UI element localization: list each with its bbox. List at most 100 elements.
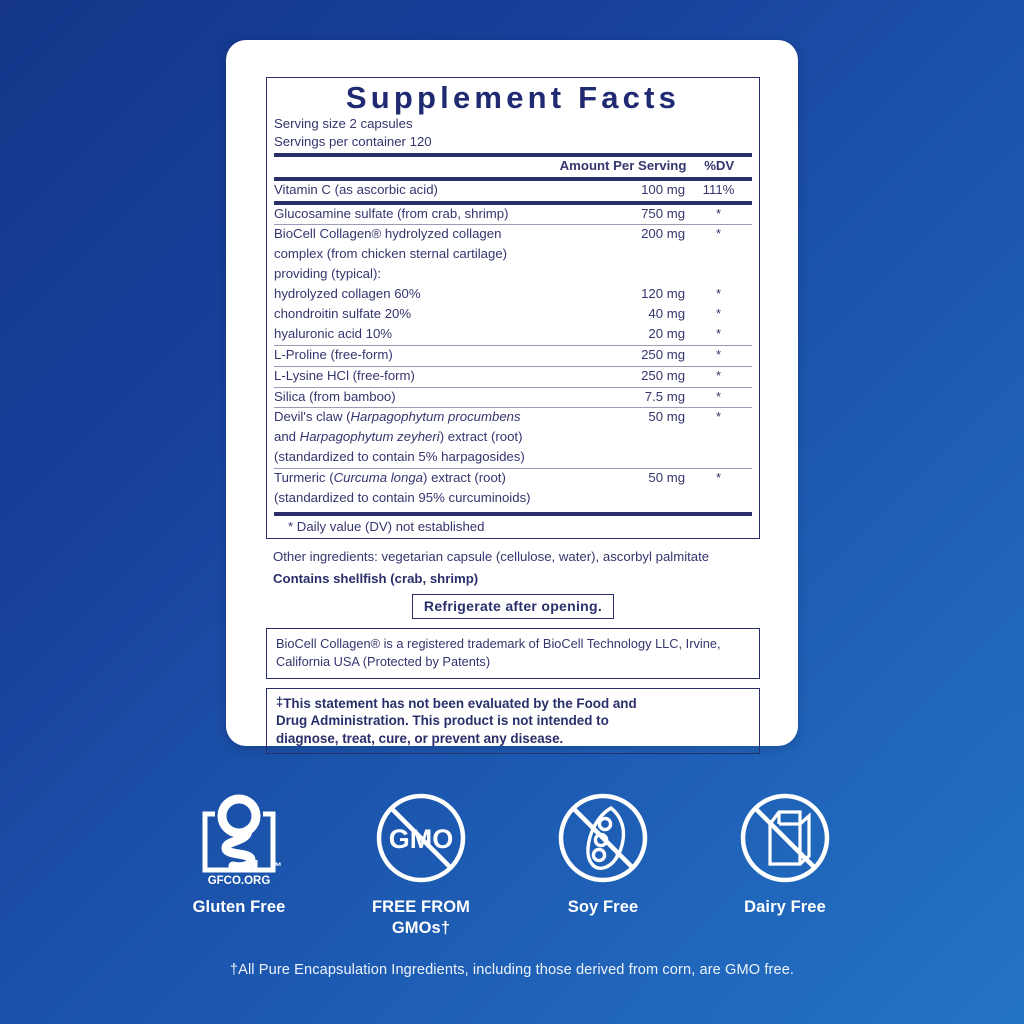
table-row: hyaluronic acid 10% 20 mg * [274,325,752,345]
row-name: chondroitin sulfate 20% [274,306,412,322]
badge-label-soy-free: Soy Free [567,898,639,916]
row-dv: * [685,344,752,367]
row-amount [570,245,685,265]
servings-per-container: Servings per container 120 [274,133,432,149]
table-row: L-Lysine HCl (free-form) 250 mg * [274,365,752,388]
no-dairy-icon [737,790,833,886]
dv-footnote: * Daily value (DV) not established [288,518,485,534]
row-name: Vitamin C (as ascorbic acid) [274,181,438,197]
rule-above-header [274,152,752,157]
row-dv: * [716,325,722,341]
supplement-facts-table: Supplement Facts Serving size 2 capsules… [266,77,760,539]
badge-label-free-from-gmos: FREE FROM GMOs† [372,897,470,939]
fda-line-1: ‡This statement has not been evaluated b… [276,693,637,711]
row-name: Devil's claw (Harpagophytum procumbens [274,407,571,429]
row-dv: * [685,365,752,388]
no-soy-icon [555,790,651,886]
row-name: L-Lysine HCl (free-form) [274,365,571,388]
row-amount [570,489,685,509]
rule-above-dv-footnote [274,511,752,516]
allergen-warning: Contains shellfish (crab, shrimp) [273,571,479,587]
gfco-gluten-free-logo-icon: ™ GFCO.ORG [193,790,285,886]
row-dv: * [685,386,752,408]
rule-below-vitamin-c [274,200,752,205]
row-dv: * [685,224,752,246]
table-row: and Harpagophytum zeyheri) extract (root… [274,428,752,448]
table-header-row: Amount Per Serving %DV [274,157,752,177]
trademark-note: BioCell Collagen® is a registered tradem… [266,628,760,679]
supplement-label-card: Supplement Facts Serving size 2 capsules… [226,40,798,754]
table-row: Silica (from bamboo) 7.5 mg * [274,386,752,408]
other-ingredients: Other ingredients: vegetarian capsule (c… [273,548,710,564]
header-percent-dv: %DV [704,157,735,173]
badge-dairy-free: Dairy Free [720,790,850,918]
row-dv: * [685,468,752,490]
nutrition-header-table: Amount Per Serving %DV [274,157,752,177]
row-name: L-Proline (free-form) [274,344,571,367]
row-dv [685,448,752,468]
row-dv [685,428,752,448]
serving-size: Serving size 2 capsules [274,116,413,132]
badge-label-dairy-free: Dairy Free [744,898,826,916]
table-row: (standardized to contain 95% curcuminoid… [274,489,752,509]
row-amount: 20 mg [648,325,686,341]
table-row: (standardized to contain 5% harpagosides… [274,448,752,468]
gfco-url-text: GFCO.ORG [208,875,271,886]
row-amount: 750 mg [641,205,686,221]
row-name: and Harpagophytum zeyheri) extract (root… [274,429,523,445]
table-row: hydrolyzed collagen 60% 120 mg * [274,285,752,305]
table-row: Glucosamine sulfate (from crab, shrimp) … [274,205,752,225]
badge-label-gluten-free: Gluten Free [192,898,286,916]
fda-disclaimer: ‡This statement has not been evaluated b… [266,687,760,754]
certification-badges: ™ GFCO.ORG Gluten Free GMO FREE FROM GMO… [0,790,1024,939]
row-amount: 250 mg [570,344,686,367]
row-dv: * [716,205,722,221]
row-name: Turmeric (Curcuma longa) extract (root) [274,468,571,490]
header-blank [274,157,560,177]
row-amount: 100 mg [641,181,686,197]
row-name: Glucosamine sulfate (from crab, shrimp) [274,205,509,221]
row-name: (standardized to contain 5% harpagosides… [274,449,525,465]
gmo-inner-text: GMO [389,824,454,854]
table-row: L-Proline (free-form) 250 mg * [274,344,752,367]
row-dv [685,489,752,509]
nutrition-body-table: Glucosamine sulfate (from crab, shrimp) … [274,205,752,509]
gmo-label-line-1: FREE FROM [371,898,471,916]
fda-line-3: diagnose, treat, cure, or prevent any di… [276,730,564,746]
dagger-symbol: ‡ [276,693,284,709]
row-dv [685,265,752,285]
table-row: Turmeric (Curcuma longa) extract (root) … [274,468,752,490]
row-amount: 50 mg [570,468,686,490]
serving-info: Serving size 2 capsules Servings per con… [274,114,752,149]
row-amount [570,428,685,448]
row-dv [685,245,752,265]
table-row: complex (from chicken sternal cartilage) [274,245,752,265]
row-name: hydrolyzed collagen 60% [274,286,421,302]
header-amount-per-serving: Amount Per Serving [559,157,687,173]
no-gmo-icon: GMO [373,790,469,886]
row-dv: * [716,306,722,322]
table-row: BioCell Collagen® hydrolyzed collagen 20… [274,224,752,246]
row-amount: 40 mg [648,306,686,322]
refrigerate-note: Refrigerate after opening. [411,594,615,620]
gmo-label-line-2: GMOs† [391,918,451,937]
row-dv: * [685,407,752,429]
row-amount [570,448,685,468]
row-dv: * [716,286,722,302]
gmo-footnote: †All Pure Encapsulation Ingredients, inc… [229,962,795,978]
table-row: chondroitin sulfate 20% 40 mg * [274,305,752,325]
table-row: providing (typical): [274,265,752,285]
refrigerate-note-wrapper: Refrigerate after opening. [266,586,760,628]
row-name: hyaluronic acid 10% [274,325,393,341]
row-amount: 250 mg [570,365,686,388]
fda-line-2: Drug Administration. This product is not… [276,713,609,729]
row-dv: 111% [702,181,735,197]
badge-soy-free: Soy Free [538,790,668,918]
row-amount: 7.5 mg [570,386,686,408]
supplement-facts-title: Supplement Facts [345,80,681,115]
table-row: Devil's claw (Harpagophytum procumbens 5… [274,407,752,429]
row-name: providing (typical): [274,266,382,282]
row-amount: 50 mg [570,407,686,429]
table-row: Vitamin C (as ascorbic acid) 100 mg 111% [274,181,752,201]
rule-below-header [274,176,752,181]
